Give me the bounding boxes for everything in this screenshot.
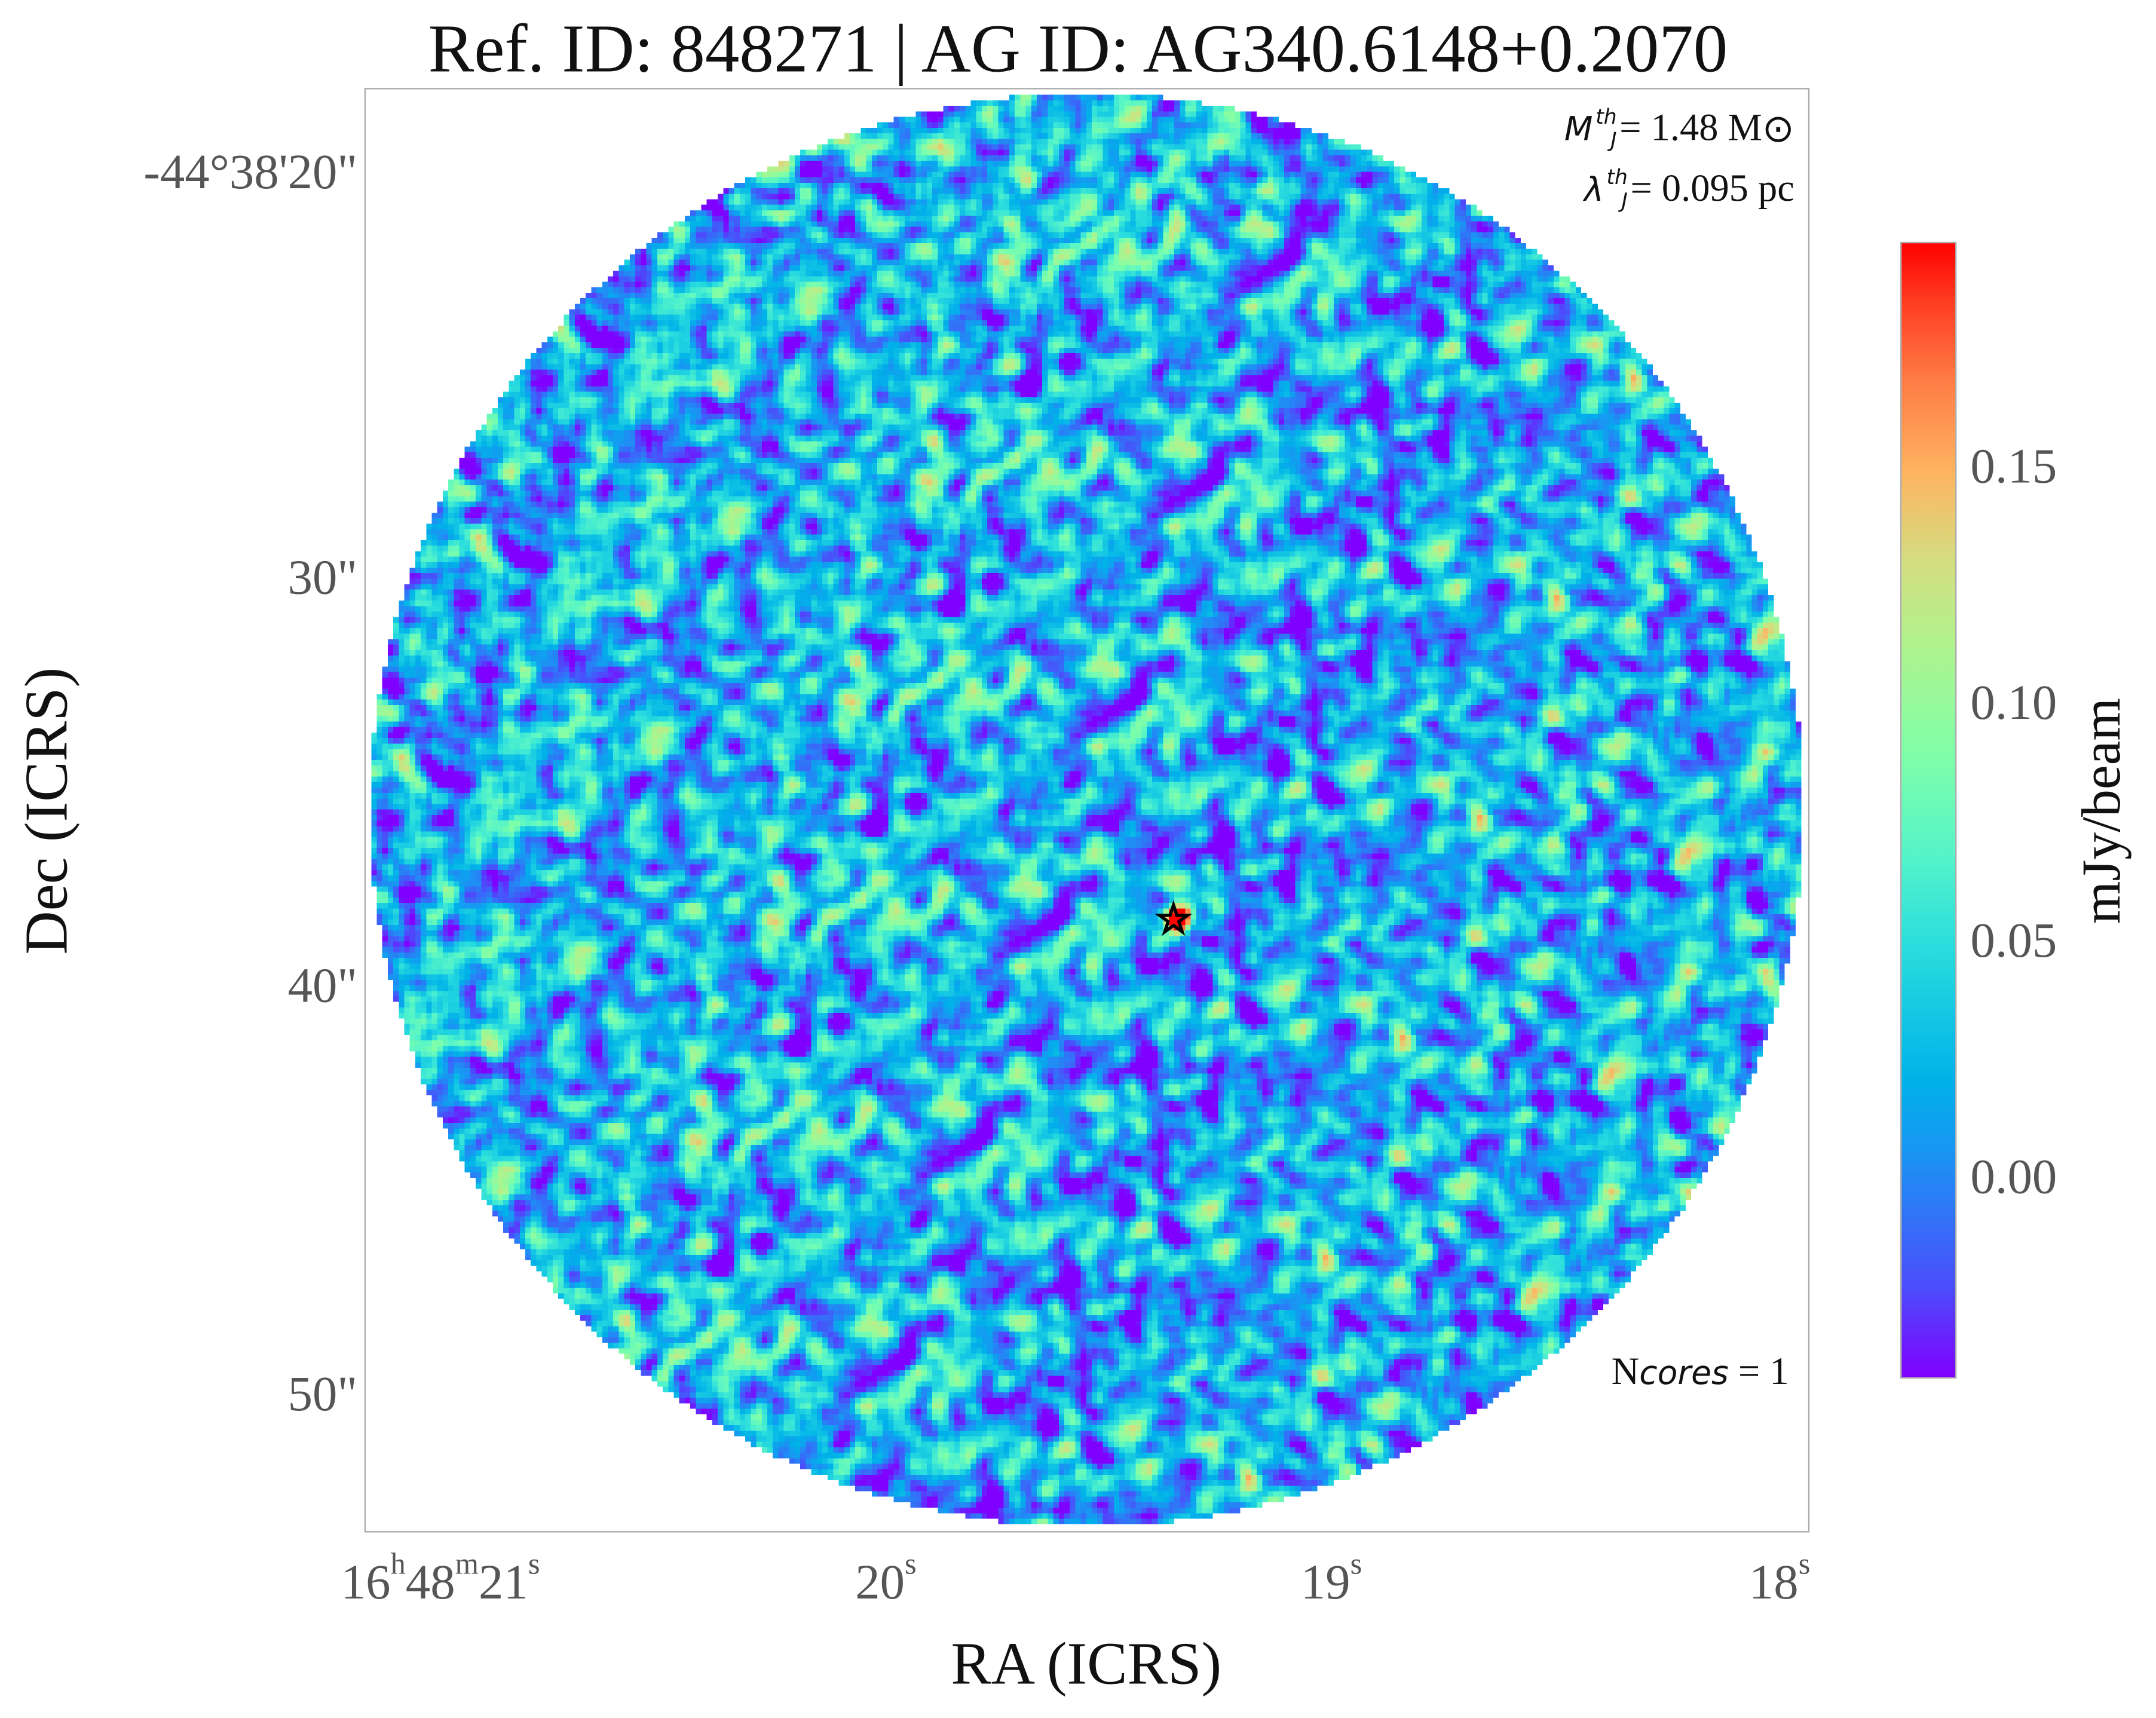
x-tick-label: 20s xyxy=(855,1546,917,1611)
mass-sup: th xyxy=(1595,104,1617,130)
x-axis-label: RA (ICRS) xyxy=(951,1630,1222,1698)
core-star-marker: ☆ xyxy=(1154,896,1193,944)
lambda-sub: J xyxy=(1621,188,1628,213)
mass-symbol: M xyxy=(1564,110,1593,149)
tick-unit: s xyxy=(1350,1546,1362,1581)
y-axis-label: Dec (ICRS) xyxy=(13,667,81,955)
tick-unit: s xyxy=(528,1546,540,1581)
colorbar-tick-label: 0.10 xyxy=(1970,675,2057,730)
tick-unit: s xyxy=(1798,1546,1811,1581)
solar-symbol: ⊙ xyxy=(1762,108,1794,151)
colorbar-label: mJy/beam xyxy=(2070,697,2132,924)
ncores-symbol: N xyxy=(1611,1350,1640,1394)
chart-title: Ref. ID: 848271 | AG ID: AG340.6148+0.20… xyxy=(428,10,1728,87)
lambda-sup: th xyxy=(1606,165,1628,190)
colorbar xyxy=(1900,241,1957,1379)
x-tick-label: 16h48m21s xyxy=(341,1546,540,1611)
lambda-value: = 0.095 pc xyxy=(1630,167,1794,210)
lambda-symbol: λ xyxy=(1584,170,1604,209)
tick-minutes: 48 xyxy=(405,1554,455,1610)
colorbar-tick-label: 0.15 xyxy=(1970,438,2057,494)
mass-value: = 1.48 M xyxy=(1619,107,1762,150)
y-tick-label: -44°38'20" xyxy=(143,144,358,200)
tick-seconds: 19 xyxy=(1300,1554,1350,1610)
tick-seconds: 21 xyxy=(479,1554,528,1610)
ncores-value: = 1 xyxy=(1728,1350,1789,1394)
ncores-sub: cores xyxy=(1639,1353,1729,1392)
intensity-map xyxy=(366,89,1807,1530)
x-tick-label: 18s xyxy=(1749,1546,1811,1611)
tick-seconds: 18 xyxy=(1748,1554,1799,1610)
y-tick-label: 50" xyxy=(287,1366,358,1422)
tick-unit: h xyxy=(390,1546,406,1581)
lambda-scripts: th J xyxy=(1606,166,1627,213)
y-tick-label: 30" xyxy=(287,550,358,605)
mass-scripts: th J xyxy=(1595,104,1617,153)
colorbar-tick-label: 0.05 xyxy=(1970,912,2057,968)
tick-seconds: 20 xyxy=(855,1554,905,1610)
y-tick-label: 40" xyxy=(287,958,358,1013)
tick-hours: 16 xyxy=(341,1554,391,1610)
colorbar-tick-label: 0.00 xyxy=(1970,1149,2057,1204)
mass-sub: J xyxy=(1610,127,1617,153)
tick-unit: m xyxy=(455,1546,479,1581)
x-tick-label: 19s xyxy=(1301,1546,1362,1611)
tick-unit: s xyxy=(905,1546,917,1581)
jeans-length-annotation: λ th J = 0.095 pc xyxy=(1584,166,1794,213)
